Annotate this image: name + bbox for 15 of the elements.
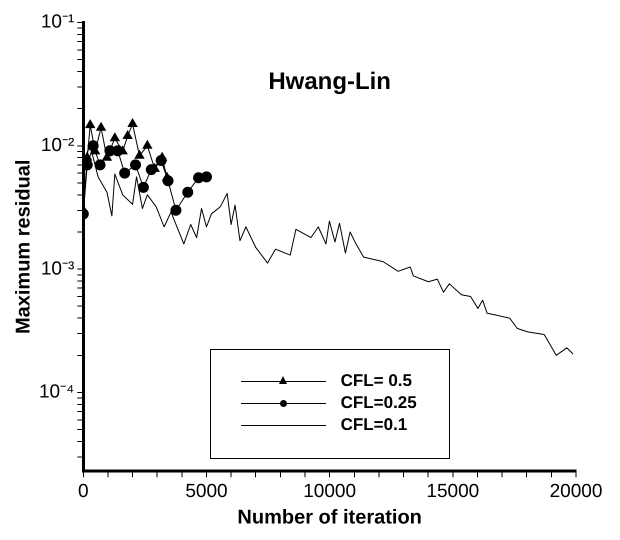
x-tick-label: 0 <box>78 480 89 502</box>
x-tick-label: 10000 <box>303 480 356 502</box>
x-tick-label: 20000 <box>550 480 602 502</box>
y-tick-label: 10⁻⁴ <box>38 382 74 403</box>
x-tick-label: 5000 <box>185 480 228 502</box>
y-axis-title: Maximum residual <box>12 160 35 334</box>
legend-label: CFL=0.25 <box>340 393 417 414</box>
y-tick-label: 10⁻³ <box>40 258 74 280</box>
y-tick-label: 10⁻¹ <box>40 12 74 33</box>
y-tick-label: 10⁻² <box>40 134 74 156</box>
legend-label: CFL= 0.5 <box>340 371 412 392</box>
legend-label: CFL=0.1 <box>340 415 408 436</box>
text: Hwang-Lin <box>268 68 391 96</box>
x-tick-label: 15000 <box>426 480 480 502</box>
x-axis-title: Number of iteration <box>237 506 422 529</box>
